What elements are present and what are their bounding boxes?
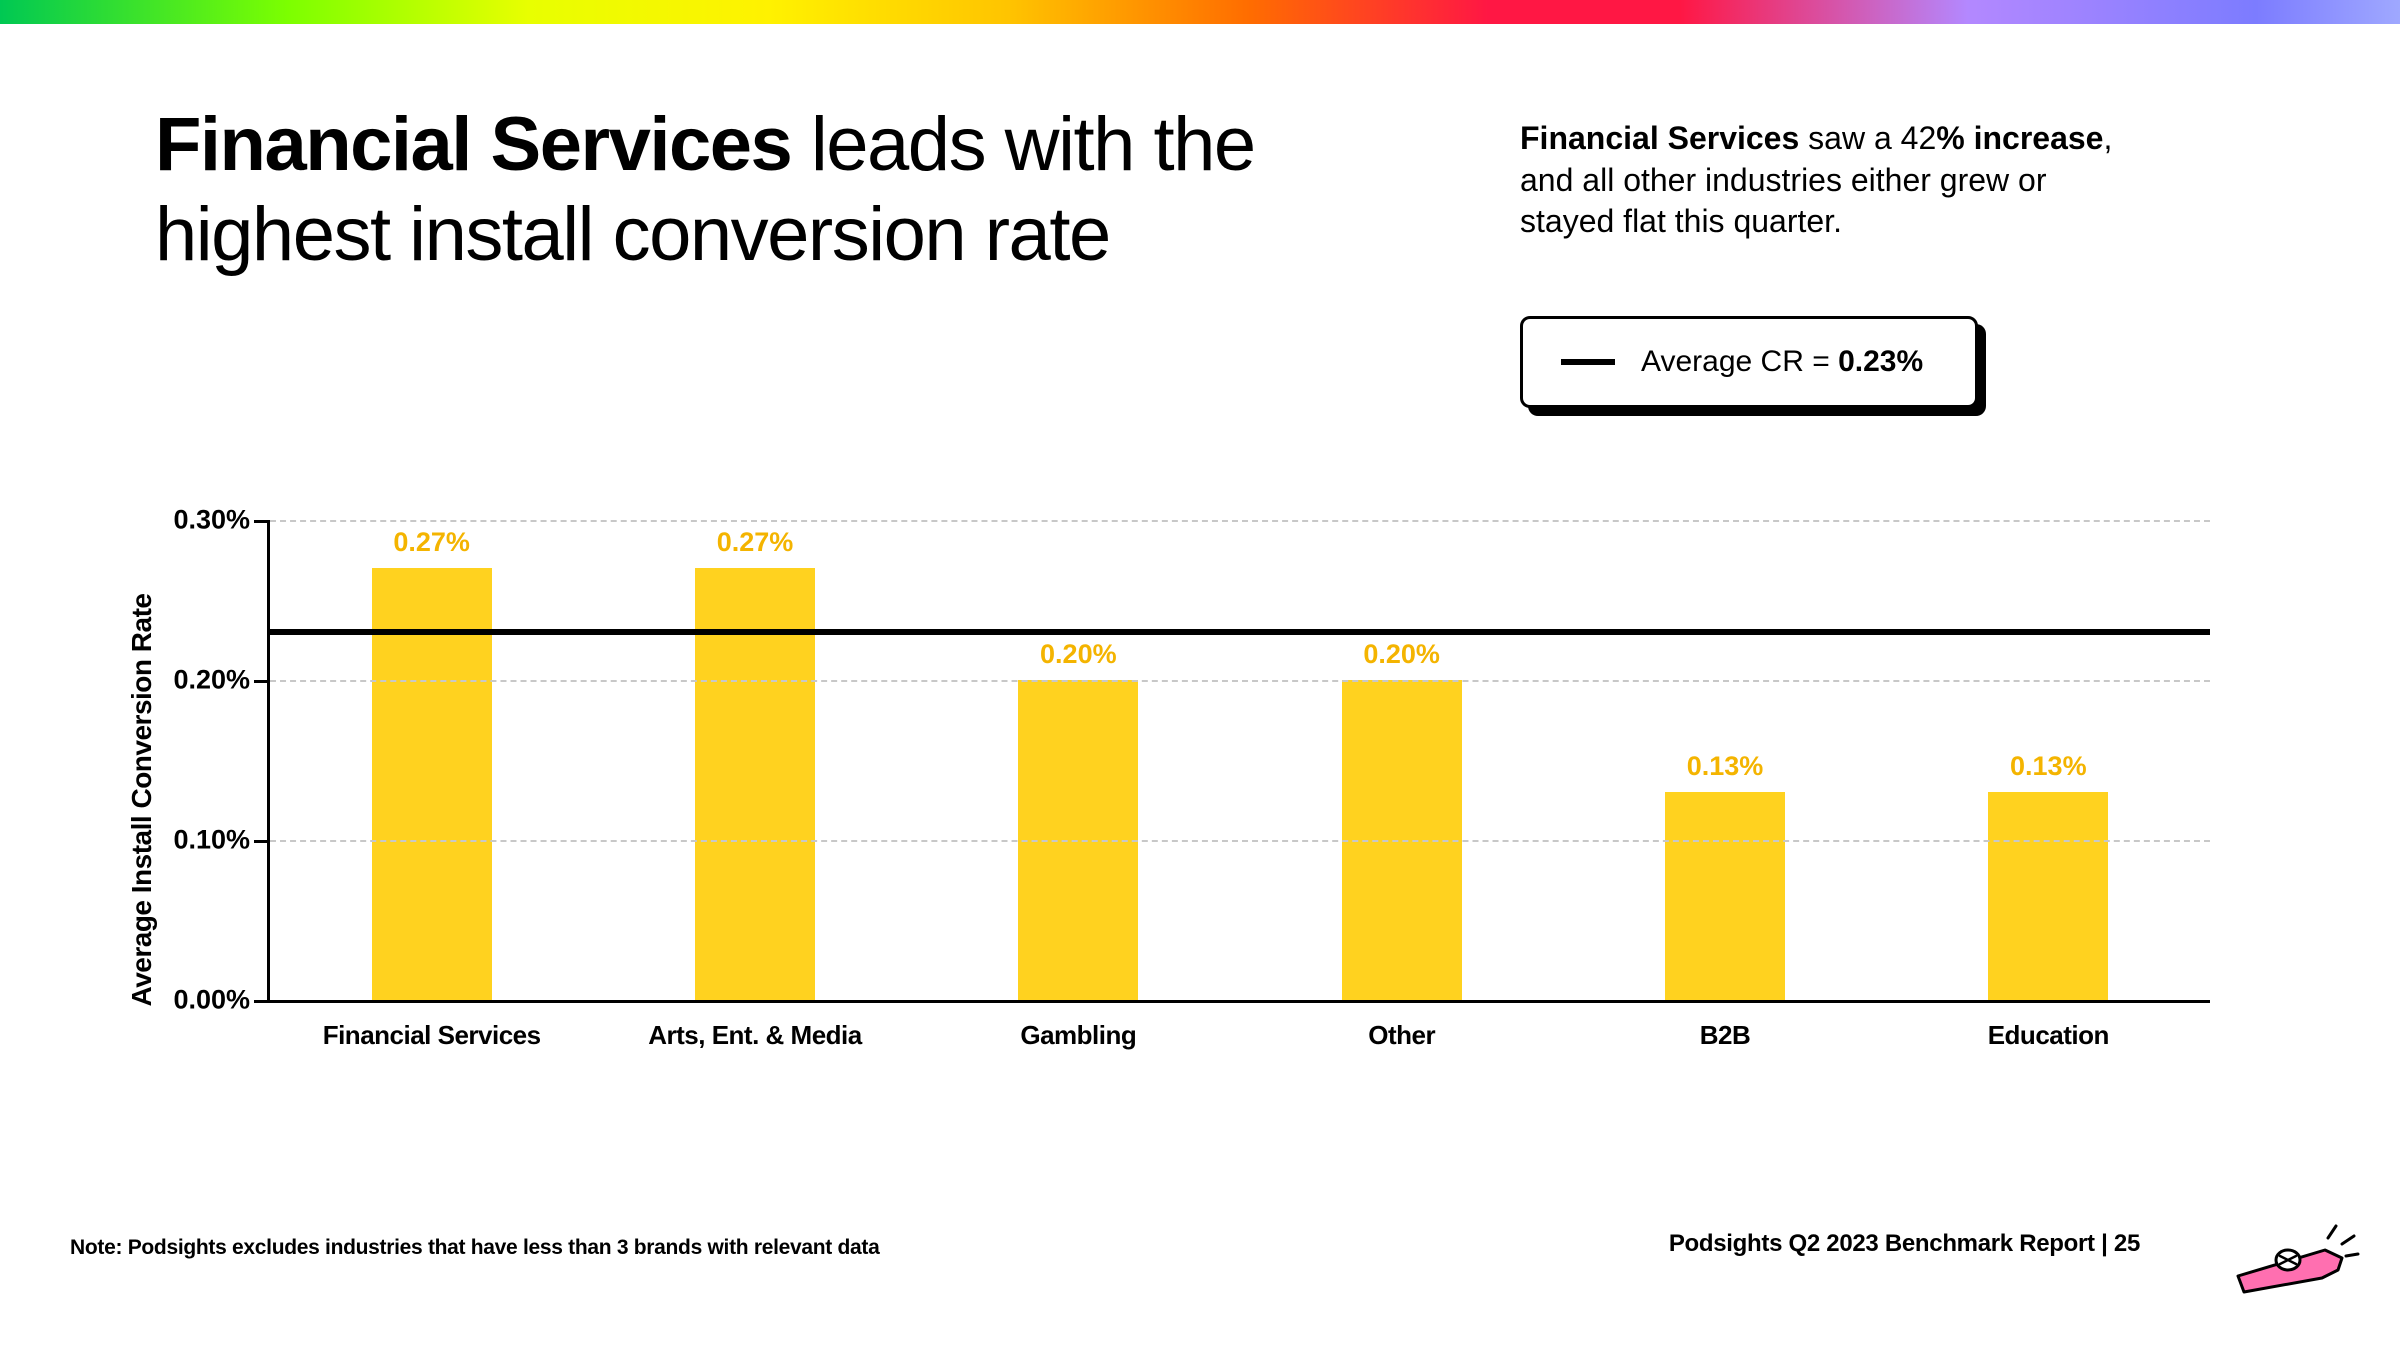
legend-prefix: Average CR = <box>1641 345 1838 378</box>
page-title-bold: Financial Services <box>155 102 791 187</box>
x-category-label: Other <box>1368 1020 1435 1051</box>
y-axis-title: Average Install Conversion Rate <box>126 594 158 1007</box>
x-category-label: Arts, Ent. & Media <box>648 1020 861 1051</box>
footer-text: Podsights Q2 2023 Benchmark Report | 25 <box>1669 1230 2140 1258</box>
bar-slot: 0.20%Gambling <box>917 520 1240 1000</box>
y-tick-mark <box>254 520 270 523</box>
bar-slot: 0.20%Other <box>1240 520 1563 1000</box>
y-tick-mark <box>254 1000 270 1003</box>
bar: 0.13% <box>1988 792 2108 1000</box>
bar-value-label: 0.20% <box>1040 639 1117 670</box>
subtitle-mid1: saw a 42 <box>1799 120 1936 156</box>
footnote-text: Note: Podsights excludes industries that… <box>70 1236 879 1260</box>
x-category-label: Education <box>1988 1020 2109 1051</box>
bar-value-label: 0.13% <box>2010 751 2087 782</box>
kazoo-icon <box>2230 1208 2360 1298</box>
bar: 0.13% <box>1665 792 1785 1000</box>
subtitle-lead-bold: Financial Services <box>1520 120 1799 156</box>
bar-slot: 0.13%B2B <box>1563 520 1886 1000</box>
gridline <box>270 680 2210 682</box>
legend-value: 0.23% <box>1838 345 1923 378</box>
x-category-label: B2B <box>1700 1020 1751 1051</box>
y-tick-mark <box>254 680 270 683</box>
x-axis-baseline <box>270 1000 2210 1003</box>
bars-container: 0.27%Financial Services0.27%Arts, Ent. &… <box>270 520 2210 1000</box>
bar-slot: 0.27%Financial Services <box>270 520 593 1000</box>
plot-area: 0.27%Financial Services0.27%Arts, Ent. &… <box>270 520 2210 1000</box>
x-category-label: Gambling <box>1020 1020 1136 1051</box>
gridline <box>270 520 2210 522</box>
subtitle-text: Financial Services saw a 42% increase, a… <box>1520 118 2130 243</box>
average-line <box>270 629 2210 635</box>
bar-value-label: 0.13% <box>1687 751 1764 782</box>
y-tick-mark <box>254 840 270 843</box>
bar-chart: Average Install Conversion Rate 0.27%Fin… <box>170 520 2210 1080</box>
page-title: Financial Services leads with the highes… <box>155 100 1405 279</box>
legend-box: Average CR = 0.23% <box>1520 316 1978 408</box>
bar-value-label: 0.27% <box>393 527 470 558</box>
bar-value-label: 0.20% <box>1363 639 1440 670</box>
y-tick-label: 0.30% <box>173 505 250 536</box>
rainbow-top-bar <box>0 0 2400 24</box>
bar-value-label: 0.27% <box>717 527 794 558</box>
legend-text: Average CR = 0.23% <box>1641 345 1923 379</box>
legend-line-swatch <box>1561 359 1615 365</box>
y-tick-label: 0.10% <box>173 825 250 856</box>
y-tick-label: 0.20% <box>173 665 250 696</box>
gridline <box>270 840 2210 842</box>
subtitle-mid-bold: % increase <box>1936 120 2103 156</box>
bar-slot: 0.27%Arts, Ent. & Media <box>593 520 916 1000</box>
bar-slot: 0.13%Education <box>1887 520 2210 1000</box>
y-tick-label: 0.00% <box>173 985 250 1016</box>
x-category-label: Financial Services <box>323 1020 541 1051</box>
